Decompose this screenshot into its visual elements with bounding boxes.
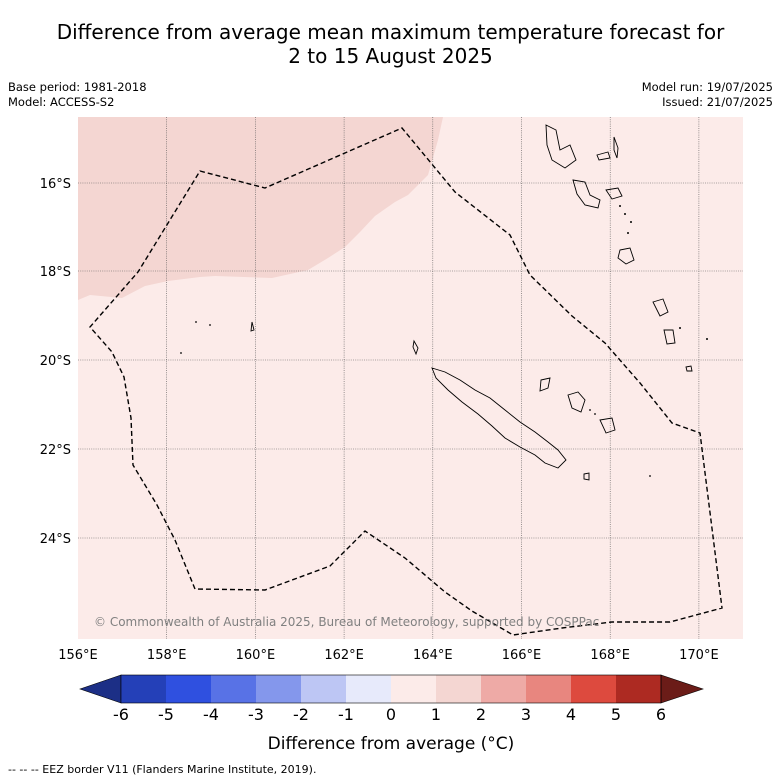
lon-label: 170°E bbox=[679, 648, 719, 663]
lat-label: 20°S bbox=[40, 354, 71, 369]
erromango bbox=[652, 298, 669, 317]
colorbar-swatch bbox=[256, 675, 301, 703]
pentecost bbox=[605, 187, 623, 200]
map-title: Difference from average mean maximum tem… bbox=[0, 20, 781, 68]
colorbar-swatch bbox=[166, 675, 211, 703]
lon-label: 168°E bbox=[590, 648, 630, 663]
copyright-notice: © Commonwealth of Australia 2025, Bureau… bbox=[94, 615, 599, 629]
lat-label: 16°S bbox=[40, 177, 71, 192]
aneityum bbox=[685, 365, 693, 372]
mare-island bbox=[599, 417, 616, 434]
eez-footnote: -- -- -- EEZ border V11 (Flanders Marine… bbox=[8, 763, 317, 776]
lat-label: 24°S bbox=[40, 532, 71, 547]
efate bbox=[617, 247, 635, 265]
colorbar-arrow-high bbox=[660, 674, 704, 704]
longitude-labels: 156°E 158°E 160°E 162°E 164°E 166°E 168°… bbox=[58, 648, 718, 663]
colorbar-tick-label: -3 bbox=[248, 705, 264, 724]
lifou-island bbox=[567, 391, 586, 413]
small-islets bbox=[180, 205, 708, 477]
meta-right: Model run: 19/07/2025 Issued: 21/07/2025 bbox=[642, 80, 773, 110]
colorbar-swatch bbox=[616, 675, 661, 703]
lon-label: 156°E bbox=[58, 648, 98, 663]
belep-island bbox=[412, 339, 419, 356]
malekula bbox=[572, 179, 601, 209]
colorbar-tick-label: 5 bbox=[611, 705, 621, 724]
colorbar-tick-label: 3 bbox=[521, 705, 531, 724]
issued-date: Issued: 21/07/2025 bbox=[662, 95, 773, 109]
espiritu-santo bbox=[545, 124, 577, 169]
lon-label: 162°E bbox=[324, 648, 364, 663]
colorbar-tick-label: 4 bbox=[566, 705, 576, 724]
colorbar-arrow-low bbox=[79, 674, 122, 704]
warm-anomaly-region bbox=[78, 117, 443, 300]
lat-label: 18°S bbox=[40, 265, 71, 280]
tanna bbox=[663, 329, 676, 345]
colorbar-swatch bbox=[481, 675, 526, 703]
ouvea-island bbox=[539, 377, 551, 392]
base-period: Base period: 1981-2018 bbox=[8, 80, 147, 94]
lon-label: 164°E bbox=[413, 648, 453, 663]
isle-of-pines bbox=[583, 472, 590, 481]
colorbar-swatch bbox=[211, 675, 256, 703]
colorbar-title: Difference from average (°C) bbox=[268, 734, 515, 754]
colorbar-outline bbox=[120, 674, 662, 704]
title-line-2: 2 to 15 August 2025 bbox=[288, 44, 493, 68]
lon-label: 160°E bbox=[236, 648, 276, 663]
colorbar-tick-label: -1 bbox=[338, 705, 354, 724]
colorbar-tick-label: -5 bbox=[158, 705, 174, 724]
gridlines bbox=[78, 117, 743, 639]
title-line-1: Difference from average mean maximum tem… bbox=[56, 20, 725, 44]
colorbar-tick-label: 0 bbox=[386, 705, 396, 724]
colorbar-tick-label: 1 bbox=[431, 705, 441, 724]
colorbar-tick-label: 2 bbox=[476, 705, 486, 724]
lon-label: 166°E bbox=[502, 648, 542, 663]
model-run: Model run: 19/07/2025 bbox=[641, 80, 773, 94]
colorbar-swatch bbox=[571, 675, 616, 703]
islands bbox=[250, 124, 693, 481]
eez-border bbox=[89, 127, 723, 636]
new-caledonia-island bbox=[431, 367, 567, 469]
colorbar-tick-label: -2 bbox=[293, 705, 309, 724]
colorbar-swatch bbox=[526, 675, 571, 703]
maewo bbox=[613, 136, 619, 159]
colorbar-swatch bbox=[346, 675, 391, 703]
colorbar-swatch bbox=[436, 675, 481, 703]
colorbar-swatch bbox=[301, 675, 346, 703]
lon-label: 158°E bbox=[147, 648, 187, 663]
colorbar-tick-label: -6 bbox=[113, 705, 129, 724]
colorbar-swatch bbox=[391, 675, 436, 703]
ambae bbox=[596, 151, 611, 161]
colorbar-labels: -6 -5 -4 -3 -2 -1 0 1 2 3 4 5 6 bbox=[113, 705, 666, 724]
colorbar-swatch bbox=[121, 675, 166, 703]
lat-label: 22°S bbox=[40, 443, 71, 458]
latitude-labels: 16°S 18°S 20°S 22°S 24°S bbox=[40, 177, 71, 547]
colorbar-tick-label: 6 bbox=[656, 705, 666, 724]
colorbar bbox=[79, 674, 704, 704]
meta-left: Base period: 1981-2018 Model: ACCESS-S2 bbox=[8, 80, 147, 110]
chesterfield-island bbox=[250, 321, 255, 332]
colorbar-tick-label: -4 bbox=[203, 705, 219, 724]
model-name: Model: ACCESS-S2 bbox=[8, 95, 115, 109]
